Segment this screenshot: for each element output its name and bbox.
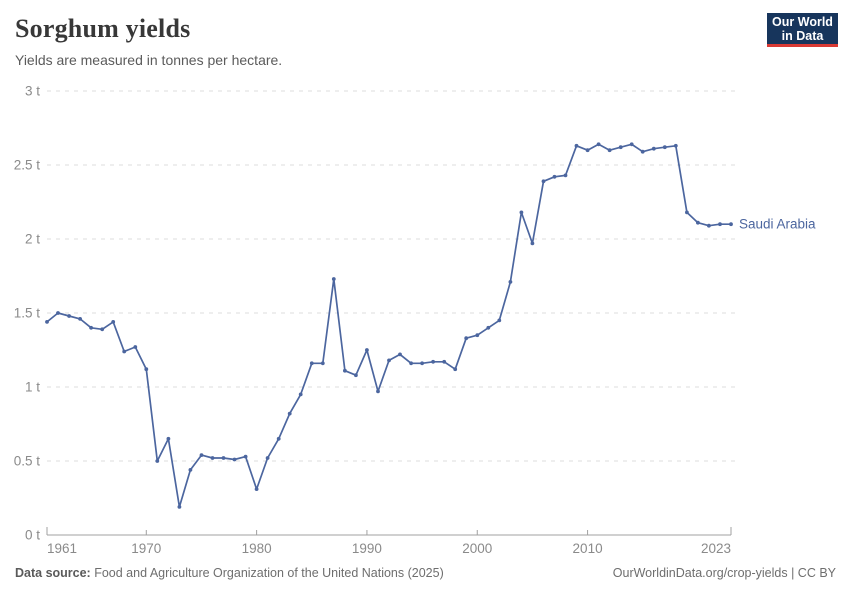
data-point[interactable] [486,325,491,330]
data-point[interactable] [729,222,733,227]
data-point[interactable] [707,223,711,228]
data-point[interactable] [629,142,634,147]
data-point[interactable] [254,487,259,491]
series-end-label: Saudi Arabia [739,217,816,232]
data-point[interactable] [243,454,248,459]
data-point[interactable] [111,320,116,324]
data-line[interactable] [46,143,732,508]
data-point[interactable] [497,318,502,323]
data-point[interactable] [287,411,292,416]
x-axis-tick-label: 2000 [462,541,492,556]
data-point[interactable] [563,173,568,178]
data-point[interactable] [585,148,590,153]
data-point[interactable] [188,468,193,472]
data-point[interactable] [673,143,678,148]
data-point[interactable] [199,453,204,457]
data-point[interactable] [662,145,667,150]
data-point[interactable] [276,436,281,441]
y-axis-tick-label: 2.5 t [14,158,41,173]
data-point[interactable] [464,336,469,341]
data-point[interactable] [343,368,347,373]
y-axis-tick-label: 1.5 t [14,306,41,321]
data-point[interactable] [607,148,612,153]
data-point[interactable] [331,277,336,281]
data-point[interactable] [420,361,424,366]
data-point[interactable] [508,280,513,284]
data-point[interactable] [618,145,623,150]
y-axis-tick-label: 0.5 t [14,454,41,469]
data-point[interactable] [431,359,435,364]
owid-logo[interactable]: Our World in Data [767,13,838,47]
data-point[interactable] [685,210,689,215]
data-point[interactable] [596,142,601,147]
x-axis-tick-label: 1980 [242,541,272,556]
data-point[interactable] [166,436,171,441]
y-axis-tick-label: 3 t [25,84,40,99]
data-point[interactable] [718,222,722,227]
x-axis-tick-label: 1970 [131,541,161,556]
data-point[interactable] [530,241,535,246]
y-axis-tick-label: 2 t [25,232,40,247]
y-axis-tick-label: 0 t [25,528,40,543]
data-point[interactable] [398,352,402,357]
data-point[interactable] [100,327,105,332]
data-point[interactable] [67,314,71,318]
data-point[interactable] [133,345,138,349]
data-point[interactable] [309,361,314,366]
data-point[interactable] [541,179,546,184]
data-point[interactable] [177,505,182,509]
data-point[interactable] [640,149,645,154]
data-source-note: Data source: Food and Agriculture Organi… [15,566,444,580]
data-point[interactable] [442,359,447,364]
footer-link[interactable]: OurWorldinData.org/crop-yields | CC BY [612,566,836,580]
data-point[interactable] [552,174,557,179]
data-source-text: Food and Agriculture Organization of the… [94,566,444,580]
chart-title: Sorghum yields [15,14,191,43]
y-axis-tick-label: 1 t [25,380,40,395]
data-point[interactable] [365,348,369,352]
x-axis-tick-label: 1961 [47,541,77,556]
data-point[interactable] [210,456,215,460]
data-point[interactable] [155,459,160,463]
chart-subtitle: Yields are measured in tonnes per hectar… [15,52,283,68]
data-point[interactable] [387,358,391,363]
data-point[interactable] [122,349,127,354]
data-point[interactable] [265,456,270,460]
data-point[interactable] [376,389,380,394]
x-axis-tick-label: 2010 [573,541,603,556]
data-point[interactable] [45,320,49,324]
data-point[interactable] [475,333,480,338]
data-point[interactable] [453,367,458,372]
data-point[interactable] [320,361,325,366]
data-point[interactable] [298,392,303,397]
data-source-label: Data source: [15,566,91,580]
data-point[interactable] [651,146,656,151]
data-point[interactable] [56,311,60,315]
data-point[interactable] [409,361,413,366]
data-point[interactable] [232,457,237,462]
data-point[interactable] [144,367,149,372]
owid-logo-line2: in Data [781,28,824,43]
x-axis-tick-label: 2023 [701,541,731,556]
x-axis-tick-label: 1990 [352,541,382,556]
data-point[interactable] [89,325,93,330]
data-point[interactable] [574,143,579,148]
data-point[interactable] [354,373,358,378]
data-point[interactable] [78,317,82,321]
data-point[interactable] [519,210,524,215]
data-point[interactable] [696,220,700,225]
owid-logo-line1: Our World [772,14,833,29]
data-point[interactable] [221,456,226,460]
